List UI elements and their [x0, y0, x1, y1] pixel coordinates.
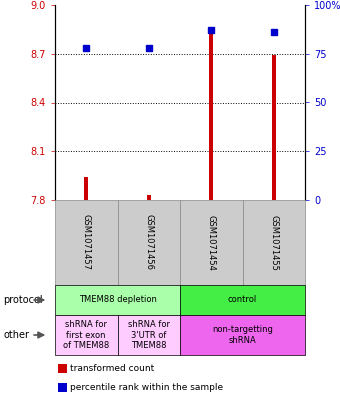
Text: non-targetting
shRNA: non-targetting shRNA	[212, 325, 273, 345]
Bar	[272, 55, 276, 200]
Text: GSM1071455: GSM1071455	[269, 215, 278, 270]
Text: other: other	[3, 330, 29, 340]
Text: TMEM88 depletion: TMEM88 depletion	[79, 296, 156, 305]
Bar	[84, 177, 88, 200]
Text: GSM1071457: GSM1071457	[82, 215, 91, 270]
Text: shRNA for
first exon
of TMEM88: shRNA for first exon of TMEM88	[63, 320, 109, 350]
Text: GSM1071454: GSM1071454	[207, 215, 216, 270]
Text: protocol: protocol	[3, 295, 43, 305]
Text: control: control	[228, 296, 257, 305]
Bar	[209, 33, 214, 200]
Text: GSM1071456: GSM1071456	[144, 215, 153, 270]
Text: transformed count: transformed count	[70, 364, 155, 373]
Bar	[147, 195, 151, 200]
Text: shRNA for
3'UTR of
TMEM88: shRNA for 3'UTR of TMEM88	[128, 320, 170, 350]
Text: percentile rank within the sample: percentile rank within the sample	[70, 383, 223, 392]
